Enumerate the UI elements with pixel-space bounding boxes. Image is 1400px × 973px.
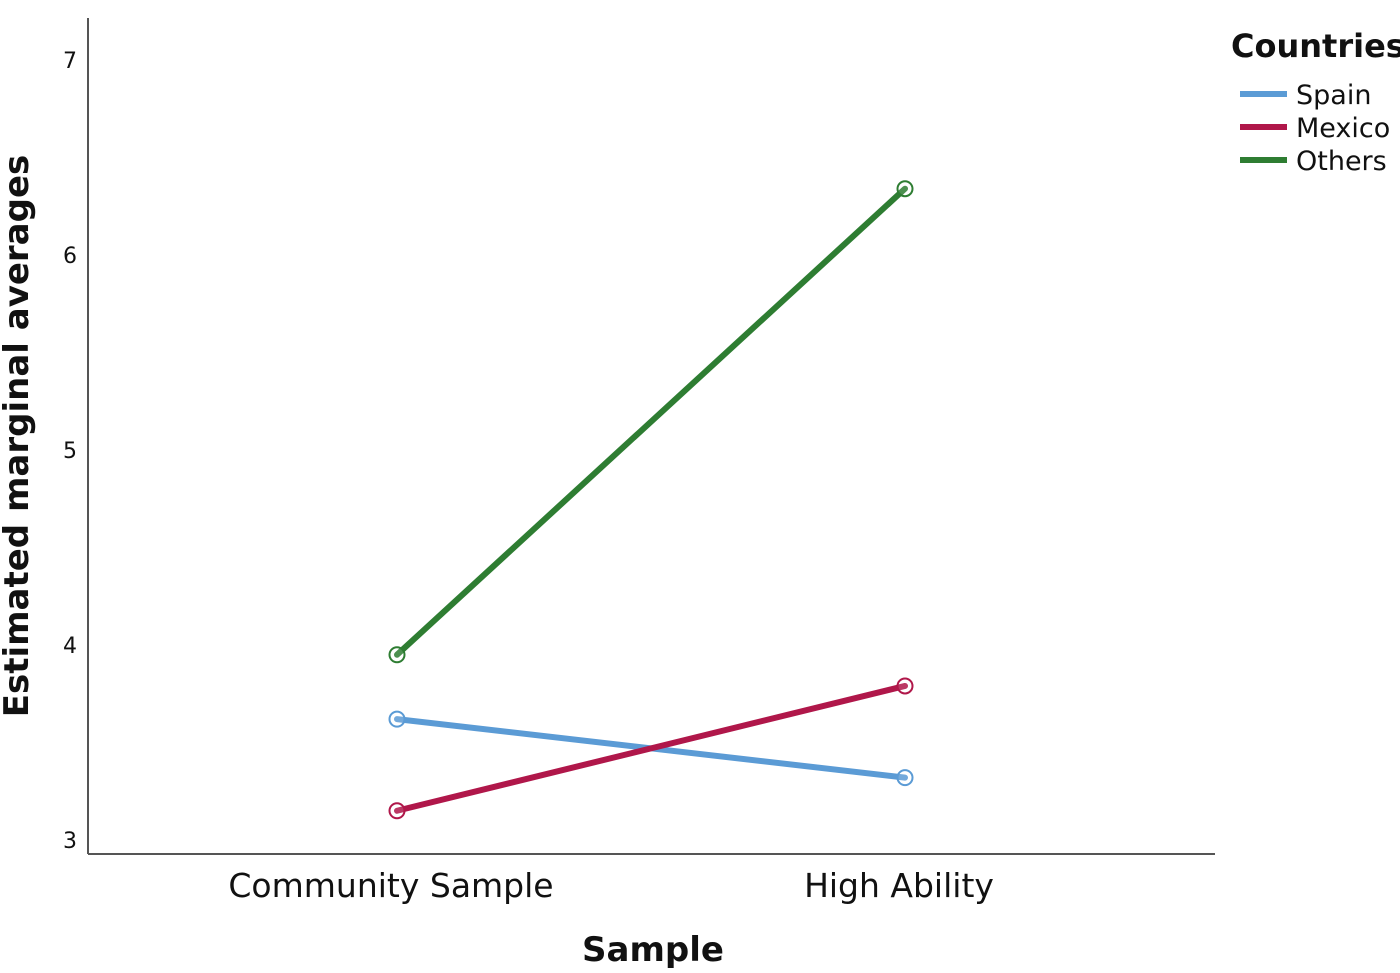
x-tick-labels: Community Sample High Ability bbox=[228, 866, 994, 905]
data-point-marker bbox=[388, 646, 406, 664]
data-point-marker bbox=[388, 710, 406, 728]
x-tick-label: High Ability bbox=[804, 866, 994, 905]
x-axis-title: Sample bbox=[582, 930, 724, 970]
data-point-marker bbox=[896, 769, 914, 787]
y-tick-label: 6 bbox=[63, 244, 77, 269]
y-tick-label: 5 bbox=[63, 439, 77, 464]
axes bbox=[87, 18, 1215, 855]
legend-label: Others bbox=[1296, 146, 1387, 177]
plot-series bbox=[388, 180, 914, 820]
legend-label: Mexico bbox=[1296, 113, 1390, 144]
series-line bbox=[394, 185, 908, 658]
legend-title: Countries bbox=[1231, 27, 1400, 65]
y-axis-title: Estimated marginal averages bbox=[0, 155, 37, 718]
data-point-marker bbox=[896, 180, 914, 198]
series-mexico bbox=[388, 677, 914, 820]
y-tick-label: 4 bbox=[63, 634, 77, 659]
series-line bbox=[394, 682, 908, 814]
data-point-marker bbox=[388, 802, 406, 820]
series-others bbox=[388, 180, 914, 664]
x-tick-label: Community Sample bbox=[228, 866, 553, 905]
legend-label: Spain bbox=[1296, 80, 1371, 111]
y-tick-label: 3 bbox=[63, 829, 77, 854]
data-point-marker bbox=[896, 677, 914, 695]
y-tick-labels: 3 4 5 6 7 bbox=[63, 49, 77, 854]
y-tick-label: 7 bbox=[63, 49, 77, 74]
